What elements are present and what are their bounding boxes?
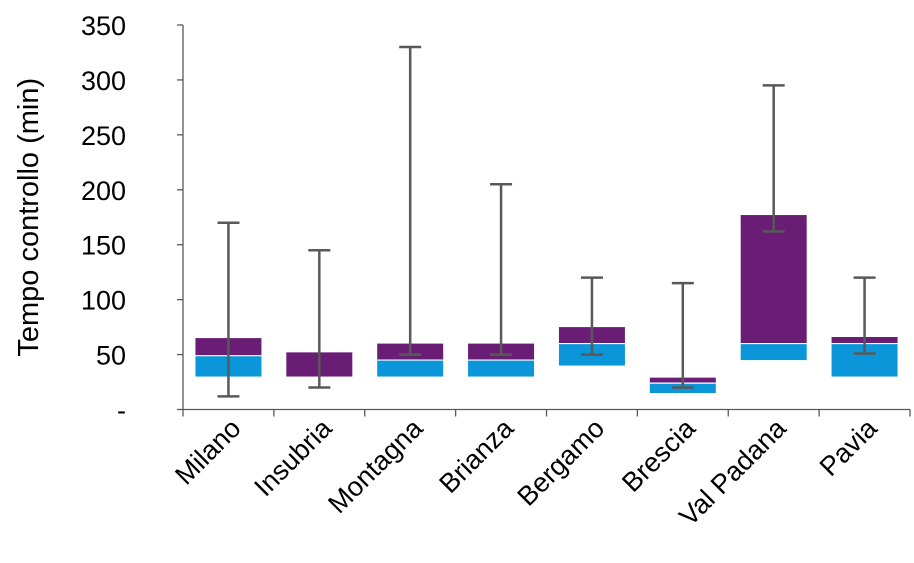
y-tick-label: - xyxy=(117,396,126,426)
x-tick-label: Montagna xyxy=(322,412,429,519)
y-tick-label: 200 xyxy=(81,176,126,206)
x-tick-label: Bergamo xyxy=(511,413,610,512)
x-tick-label: Insubria xyxy=(248,412,338,502)
box-lower xyxy=(740,343,807,361)
y-tick-label: 150 xyxy=(81,231,126,261)
y-tick-label: 50 xyxy=(96,341,126,371)
box-upper xyxy=(740,215,807,344)
x-tick-label: Milano xyxy=(169,413,246,490)
y-axis-title: Tempo controllo (min) xyxy=(13,78,45,357)
box-lower xyxy=(468,360,535,377)
x-tick-label: Pavia xyxy=(814,412,884,482)
x-tick-label: Brianza xyxy=(433,412,520,499)
box-lower xyxy=(377,360,444,377)
y-tick-label: 350 xyxy=(81,11,126,41)
y-tick-label: 100 xyxy=(81,286,126,316)
boxes xyxy=(195,215,898,394)
whiskers xyxy=(217,45,876,398)
y-tick-label: 300 xyxy=(81,66,126,96)
y-tick-label: 250 xyxy=(81,121,126,151)
y-axis: - 50 100 150 200 250 300 350 xyxy=(81,11,184,426)
x-tick-label: Brescia xyxy=(616,412,702,498)
